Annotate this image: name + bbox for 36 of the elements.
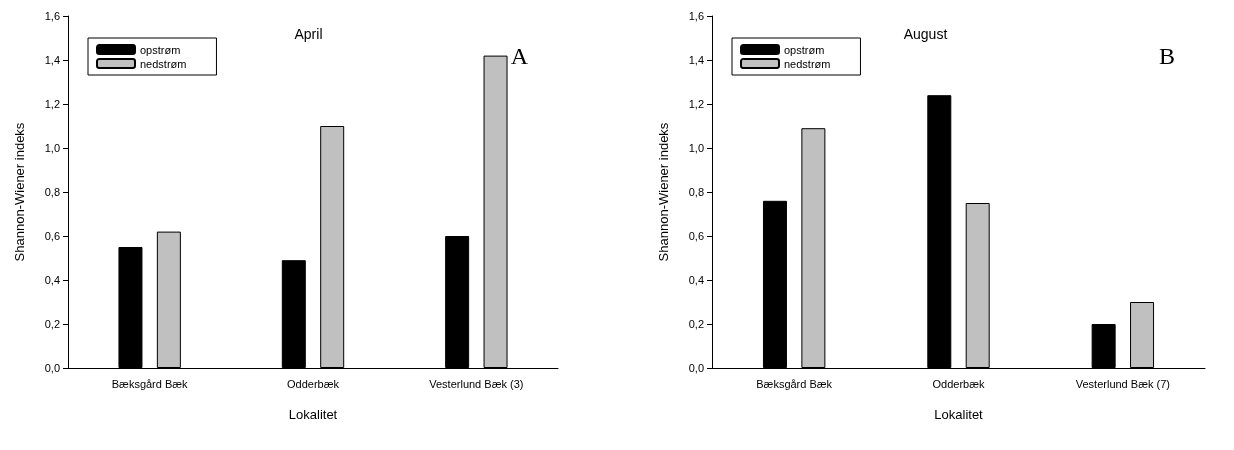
text: April [294, 26, 323, 42]
legend-label: nedstrøm [140, 57, 187, 70]
y-axis-title: Shannon-Wiener indeks [12, 122, 27, 262]
y-tick-label: 1,2 [44, 98, 60, 110]
y-tick-label: 0,2 [688, 318, 704, 330]
text: August [903, 26, 948, 42]
x-axis-title: Lokalitet [288, 407, 338, 422]
x-tick-label: Vesterlund Bæk (3) [429, 377, 524, 390]
y-tick-label: 0,0 [688, 362, 704, 374]
y-tick-label: 1,0 [688, 142, 704, 154]
y-tick-label: 1,4 [44, 54, 60, 66]
y-tick-label: 1,2 [688, 98, 704, 110]
legend-label: nedstrøm [784, 57, 831, 70]
x-tick-label: Vesterlund Bæk (7) [1075, 377, 1170, 390]
y-axis-title: Shannon-Wiener indeks [656, 122, 671, 262]
x-tick-label: Odderbæk [932, 377, 985, 390]
legend-label: opstrøm [784, 43, 825, 56]
y-tick-label: 1,6 [688, 10, 704, 22]
y-tick-label: 1,0 [44, 142, 60, 154]
x-tick-label: Odderbæk [287, 377, 340, 390]
annotation: A [510, 43, 529, 69]
y-tick-label: 0,2 [44, 318, 60, 330]
y-tick-label: 0,6 [688, 230, 704, 242]
x-axis-title: Lokalitet [934, 407, 984, 422]
y-tick-label: 0,8 [688, 186, 704, 198]
y-tick-label: 0,8 [44, 186, 60, 198]
legend-label: opstrøm [140, 43, 181, 56]
y-tick-label: 0,0 [44, 362, 60, 374]
x-tick-label: Bæksgård Bæk [111, 377, 189, 390]
y-tick-label: 0,4 [44, 274, 60, 286]
annotation: B [1158, 43, 1176, 69]
y-tick-label: 0,6 [44, 230, 60, 242]
y-tick-label: 1,6 [44, 10, 60, 22]
y-tick-label: 1,4 [688, 54, 704, 66]
y-tick-label: 0,4 [688, 274, 704, 286]
x-tick-label: Bæksgård Bæk [756, 377, 833, 390]
